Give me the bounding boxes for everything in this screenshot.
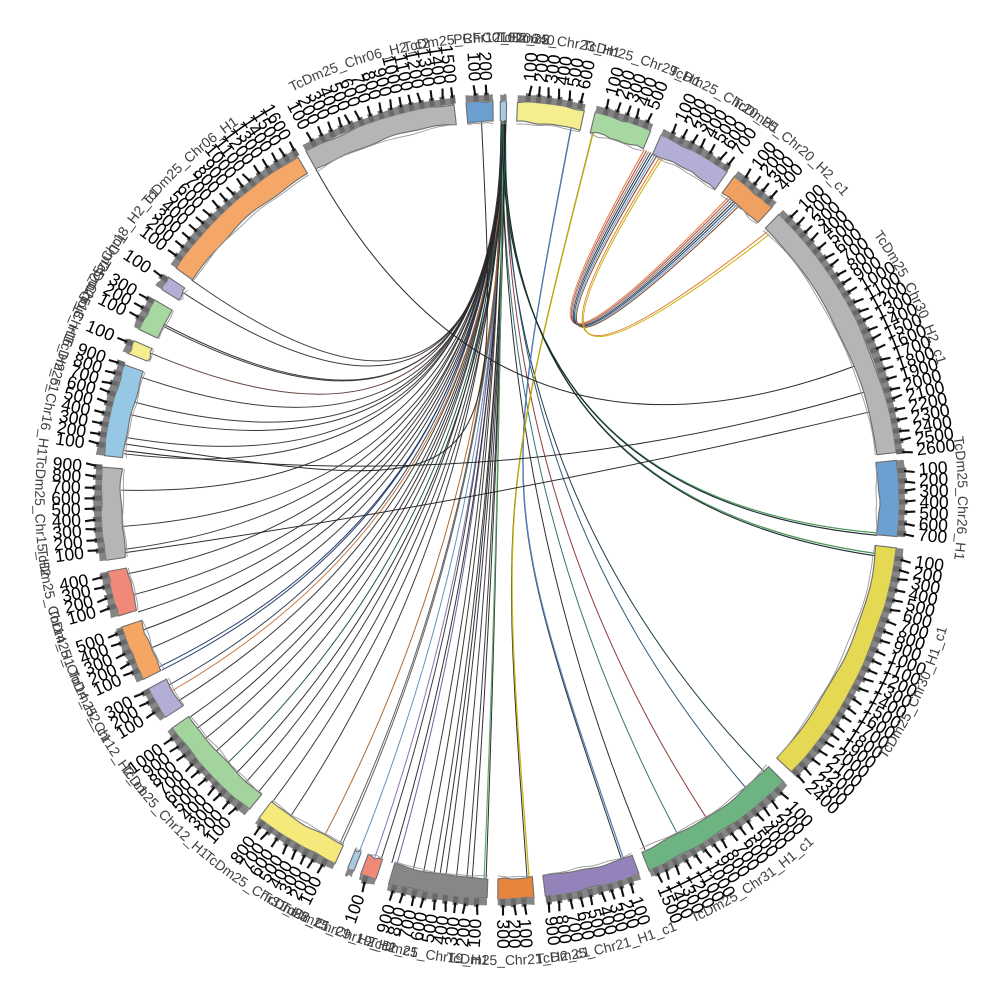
svg-text:600: 600 [51, 488, 81, 508]
svg-text:900: 900 [541, 915, 564, 947]
svg-text:200: 200 [452, 917, 474, 948]
svg-text:600: 600 [918, 514, 949, 536]
svg-text:500: 500 [919, 503, 949, 524]
svg-text:200: 200 [912, 562, 944, 587]
svg-text:2600: 2600 [915, 435, 956, 460]
svg-text:400: 400 [919, 492, 949, 512]
svg-text:500: 500 [51, 499, 81, 520]
svg-text:100: 100 [54, 543, 86, 567]
svg-text:TcDm25_Chr26_H1: TcDm25_Chr26_H1 [951, 435, 971, 561]
svg-text:900: 900 [52, 453, 83, 475]
svg-text:100: 100 [914, 551, 946, 575]
svg-text:800: 800 [51, 465, 82, 487]
svg-text:100: 100 [463, 51, 485, 82]
svg-text:500: 500 [418, 912, 442, 944]
svg-text:200: 200 [56, 417, 88, 442]
svg-text:300: 300 [52, 521, 83, 543]
svg-text:PRFC01020640: PRFC01020640 [453, 29, 556, 48]
svg-text:800: 800 [552, 913, 576, 945]
svg-text:200: 200 [919, 469, 949, 490]
svg-text:300: 300 [541, 53, 564, 85]
svg-text:100: 100 [54, 428, 86, 452]
svg-text:100: 100 [918, 457, 949, 479]
svg-text:700: 700 [51, 476, 81, 497]
svg-text:100: 100 [515, 918, 537, 949]
svg-text:400: 400 [552, 54, 576, 86]
svg-text:100: 100 [464, 918, 486, 949]
svg-text:200: 200 [504, 919, 525, 949]
svg-text:700: 700 [917, 525, 948, 547]
svg-text:200: 200 [475, 51, 496, 81]
svg-text:300: 300 [441, 916, 464, 947]
svg-text:200: 200 [530, 52, 553, 83]
svg-text:400: 400 [51, 510, 81, 531]
svg-text:400: 400 [429, 914, 453, 946]
svg-text:200: 200 [53, 532, 84, 555]
svg-text:300: 300 [919, 480, 949, 501]
svg-text:100: 100 [519, 51, 541, 82]
svg-text:300: 300 [493, 919, 513, 949]
svg-text:1500: 1500 [436, 44, 460, 85]
